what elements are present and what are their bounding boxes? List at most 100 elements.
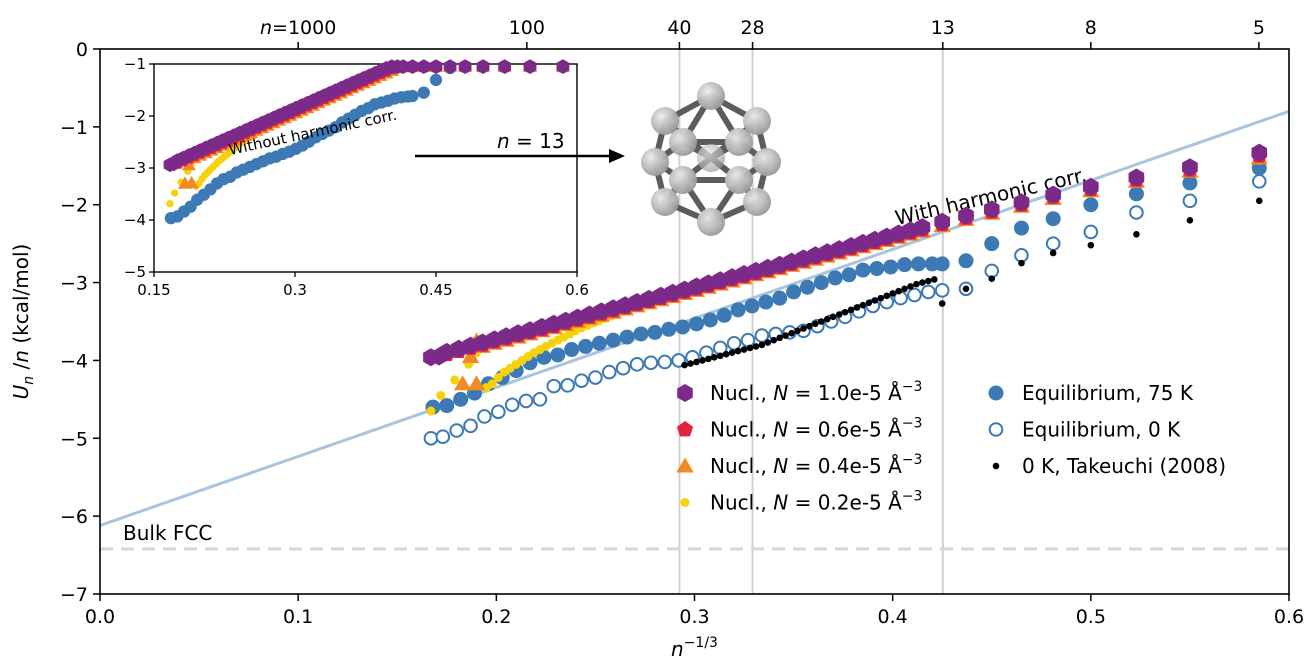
data-point	[1013, 220, 1029, 236]
data-point	[653, 286, 669, 305]
y-tick-label: −4	[60, 350, 88, 372]
data-point	[450, 339, 467, 358]
data-point	[897, 257, 913, 273]
data-point	[934, 283, 950, 298]
data-point	[504, 397, 520, 413]
data-point	[647, 324, 663, 340]
data-point	[877, 294, 885, 302]
inset-y-tick-label: −5	[124, 263, 146, 281]
data-point	[760, 258, 776, 277]
data-point	[591, 335, 607, 351]
data-point	[1049, 249, 1057, 257]
data-point	[724, 268, 740, 287]
inset-x-tick-label: 0.45	[419, 281, 452, 299]
data-point	[806, 322, 813, 330]
top-tick-label: 5	[1253, 17, 1265, 39]
data-point	[901, 285, 908, 293]
inset-y-tick-label: −2	[124, 107, 146, 125]
data-point	[491, 404, 506, 420]
data-point	[569, 308, 586, 327]
data-point	[776, 334, 784, 342]
data-point	[934, 212, 950, 231]
data-point	[812, 320, 819, 328]
inset-point	[443, 59, 457, 74]
data-point	[629, 293, 645, 311]
data-point	[958, 206, 974, 225]
data-point	[1186, 216, 1194, 224]
data-point	[841, 267, 857, 283]
data-point	[795, 249, 812, 268]
bulk-fcc-label: Bulk FCC	[123, 521, 212, 545]
data-point	[578, 338, 594, 354]
atom	[725, 128, 753, 156]
data-point	[700, 274, 717, 293]
x-tick-label: 0.3	[679, 606, 709, 628]
data-point	[758, 341, 766, 349]
data-point	[984, 236, 1000, 252]
inset-point	[523, 59, 537, 74]
data-point	[564, 342, 580, 358]
y-tick-label: −1	[60, 117, 88, 139]
data-point	[687, 360, 694, 367]
data-point	[518, 393, 534, 409]
data-point	[588, 370, 603, 385]
data-point	[1255, 197, 1263, 205]
data-point	[871, 297, 879, 304]
data-point	[740, 332, 756, 348]
x-tick-label: 0.5	[1076, 606, 1106, 628]
data-point	[786, 284, 802, 300]
legend-marker	[988, 385, 1004, 401]
data-point	[867, 230, 883, 249]
data-point	[546, 378, 562, 394]
data-point	[454, 375, 472, 391]
data-point	[799, 279, 815, 295]
data-point	[883, 259, 899, 275]
y-tick-label: −6	[60, 506, 88, 528]
legend-label: Equilibrium, 0 K	[1022, 418, 1181, 442]
top-tick-label: 28	[740, 17, 764, 39]
legend-marker	[676, 457, 694, 473]
data-point	[827, 270, 843, 286]
data-point	[744, 298, 760, 314]
data-point	[930, 276, 938, 283]
inset-x-tick-label: 0.15	[137, 281, 170, 299]
x-tick-label: 0.1	[283, 606, 313, 628]
data-point	[699, 357, 706, 364]
data-point	[921, 284, 936, 300]
inset-point	[429, 73, 443, 87]
inset-point	[166, 200, 174, 208]
data-point	[486, 330, 503, 349]
data-point	[1083, 177, 1099, 196]
inset-x-tick-label: 0.6	[565, 281, 589, 299]
icosahedron-cluster-illustration	[641, 82, 781, 236]
top-tick-label: 13	[931, 17, 955, 39]
inset-y-tick-label: −4	[124, 211, 146, 229]
data-point	[619, 329, 635, 345]
inset-point	[181, 158, 196, 171]
data-point	[550, 347, 566, 363]
data-point	[450, 375, 460, 385]
x-tick-label: 0.4	[878, 606, 908, 628]
data-point	[605, 332, 621, 348]
data-point	[705, 355, 712, 363]
data-point	[902, 221, 919, 240]
data-point	[962, 285, 970, 293]
y-tick-label: −5	[60, 428, 88, 450]
data-point	[487, 379, 497, 389]
data-point	[675, 319, 691, 335]
data-point	[890, 224, 907, 243]
data-point	[436, 390, 446, 400]
data-point	[423, 430, 439, 446]
data-point	[510, 324, 526, 343]
inset-points	[163, 59, 570, 225]
data-point	[661, 321, 677, 337]
data-point	[601, 364, 617, 380]
data-point	[1045, 211, 1061, 227]
data-point	[800, 325, 807, 332]
top-tick-label: 40	[667, 17, 691, 39]
data-point	[740, 346, 748, 353]
data-point	[1182, 193, 1198, 209]
data-point	[546, 314, 562, 333]
data-point	[726, 336, 742, 351]
data-point	[984, 263, 1000, 279]
